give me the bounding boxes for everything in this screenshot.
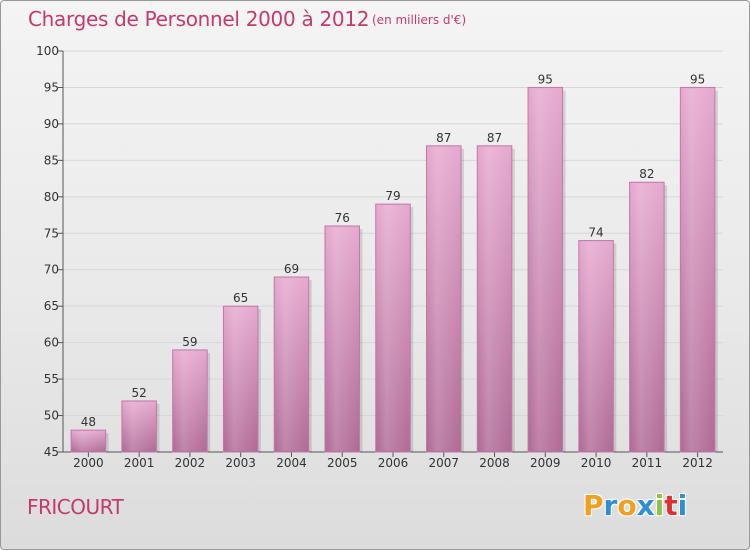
y-tick-label: 85 xyxy=(44,153,59,167)
bar-value-label: 87 xyxy=(436,131,451,145)
y-tick-label: 45 xyxy=(44,445,59,459)
x-tick-label: 2000 xyxy=(73,456,104,470)
logo-letter: i xyxy=(654,489,665,522)
bar-value-label: 48 xyxy=(81,415,96,429)
y-tick-label: 75 xyxy=(44,226,59,240)
bar-highlight xyxy=(579,241,613,451)
x-tick-label: 2001 xyxy=(124,456,155,470)
logo-letter: x xyxy=(636,489,655,522)
logo-letter: o xyxy=(617,489,637,522)
bar-highlight xyxy=(630,183,664,451)
bar-highlight xyxy=(72,431,105,451)
x-tick-label: 2011 xyxy=(632,456,663,470)
x-tick-label: 2007 xyxy=(428,456,459,470)
proxiti-logo: Proxiti xyxy=(583,489,687,522)
bar-highlight xyxy=(478,146,511,452)
bar-value-label: 95 xyxy=(538,72,553,86)
bar-highlight xyxy=(427,146,461,452)
bar-value-label: 52 xyxy=(132,386,147,400)
bar-value-label: 95 xyxy=(690,72,705,86)
bar-value-label: 79 xyxy=(385,189,400,203)
x-tick-label: 2004 xyxy=(276,456,307,470)
commune-name: FRICOURT xyxy=(27,495,124,519)
x-tick-label: 2008 xyxy=(479,456,510,470)
chart-title: Charges de Personnel 2000 à 2012 xyxy=(28,7,370,31)
logo-letter: r xyxy=(603,489,618,522)
y-tick-label: 100 xyxy=(36,44,59,58)
y-tick-label: 95 xyxy=(44,80,59,94)
y-tick-label: 55 xyxy=(44,372,59,386)
x-tick-label: 2012 xyxy=(682,456,713,470)
y-tick-label: 60 xyxy=(44,336,59,350)
y-tick-label: 70 xyxy=(44,263,59,277)
logo-letter: t xyxy=(664,489,678,522)
bar-highlight xyxy=(681,88,714,452)
x-tick-label: 2009 xyxy=(530,456,561,470)
x-tick-label: 2003 xyxy=(225,456,256,470)
logo-letter: P xyxy=(583,489,604,522)
bar-value-label: 59 xyxy=(182,335,197,349)
bar-value-label: 65 xyxy=(233,291,248,305)
bar-highlight xyxy=(122,401,156,451)
bar-highlight xyxy=(224,307,257,451)
bar-highlight xyxy=(173,350,207,451)
bar-highlight xyxy=(325,226,359,451)
bar-highlight xyxy=(275,278,308,451)
x-tick-label: 2002 xyxy=(175,456,206,470)
y-tick-label: 50 xyxy=(44,409,59,423)
x-tick-label: 2005 xyxy=(327,456,358,470)
y-tick-label: 90 xyxy=(44,117,59,131)
chart-subtitle: (en milliers d'€) xyxy=(372,13,467,27)
bar-value-label: 76 xyxy=(335,211,350,225)
logo-letter: i xyxy=(677,489,688,522)
bar-value-label: 69 xyxy=(284,262,299,276)
y-tick-label: 65 xyxy=(44,299,59,313)
bar-value-label: 87 xyxy=(487,131,502,145)
bar-value-label: 82 xyxy=(639,167,654,181)
x-tick-label: 2006 xyxy=(378,456,409,470)
x-tick-label: 2010 xyxy=(581,456,612,470)
y-tick-label: 80 xyxy=(44,190,59,204)
bar-highlight xyxy=(376,205,410,451)
bar-highlight xyxy=(529,88,562,452)
bar-value-label: 74 xyxy=(588,226,603,240)
